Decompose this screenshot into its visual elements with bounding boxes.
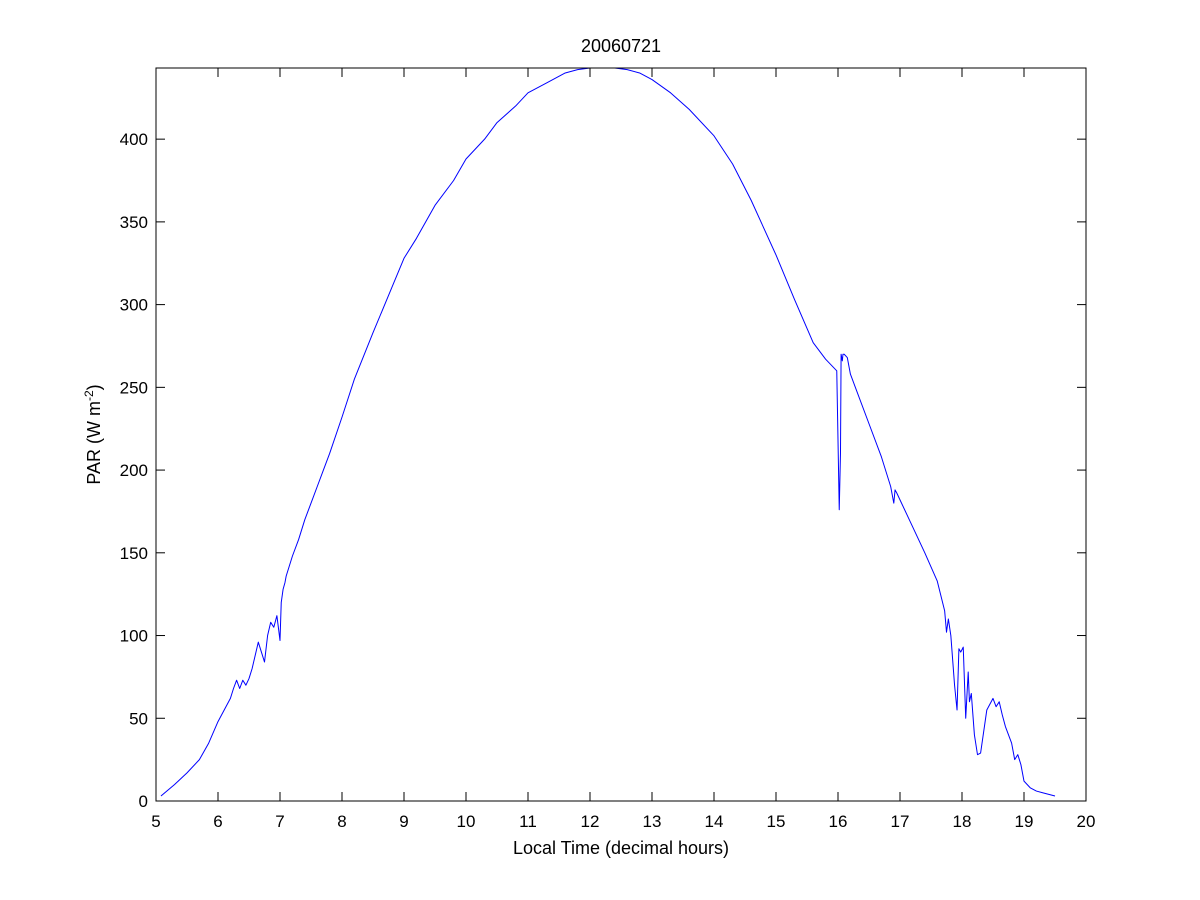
- y-axis-label-close: ): [84, 384, 104, 390]
- y-tick-label: 50: [129, 709, 148, 728]
- x-tick-label: 8: [337, 812, 346, 831]
- y-tick-label: 0: [139, 792, 148, 811]
- y-axis-label: PAR (W m-2): [82, 384, 104, 484]
- y-tick-label: 150: [120, 544, 148, 563]
- y-tick-label: 100: [120, 627, 148, 646]
- y-tick-label: 250: [120, 378, 148, 397]
- x-tick-label: 10: [457, 812, 476, 831]
- x-tick-label: 9: [399, 812, 408, 831]
- x-tick-label: 7: [275, 812, 284, 831]
- x-tick-label: 18: [953, 812, 972, 831]
- x-tick-label: 12: [581, 812, 600, 831]
- x-tick-label: 20: [1077, 812, 1096, 831]
- chart-title: 20060721: [581, 36, 661, 56]
- x-tick-label: 17: [891, 812, 910, 831]
- y-tick-label: 300: [120, 296, 148, 315]
- x-tick-label: 13: [643, 812, 662, 831]
- plot-area-frame: [155, 67, 1087, 802]
- x-tick-label: 19: [1015, 812, 1034, 831]
- x-tick-label: 5: [151, 812, 160, 831]
- y-axis-label-superscript: -2: [82, 390, 96, 401]
- x-tick-label: 14: [705, 812, 724, 831]
- x-tick-label: 11: [519, 812, 537, 831]
- par-series-line: [160, 67, 1056, 797]
- y-tick-label: 200: [120, 461, 148, 480]
- data-layer: [160, 67, 1056, 797]
- x-axis-label: Local Time (decimal hours): [513, 838, 729, 858]
- tick-layer: 5 6 7 8 9 10 11 12 13 14 15 16 17 18 19 200501001502002…: [120, 68, 1096, 831]
- y-axis-label-main: PAR (W m: [84, 401, 104, 485]
- y-tick-label: 400: [120, 130, 148, 149]
- x-tick-label: 16: [829, 812, 848, 831]
- x-tick-label: 15: [767, 812, 786, 831]
- x-tick-label: 6: [213, 812, 222, 831]
- y-tick-label: 350: [120, 213, 148, 232]
